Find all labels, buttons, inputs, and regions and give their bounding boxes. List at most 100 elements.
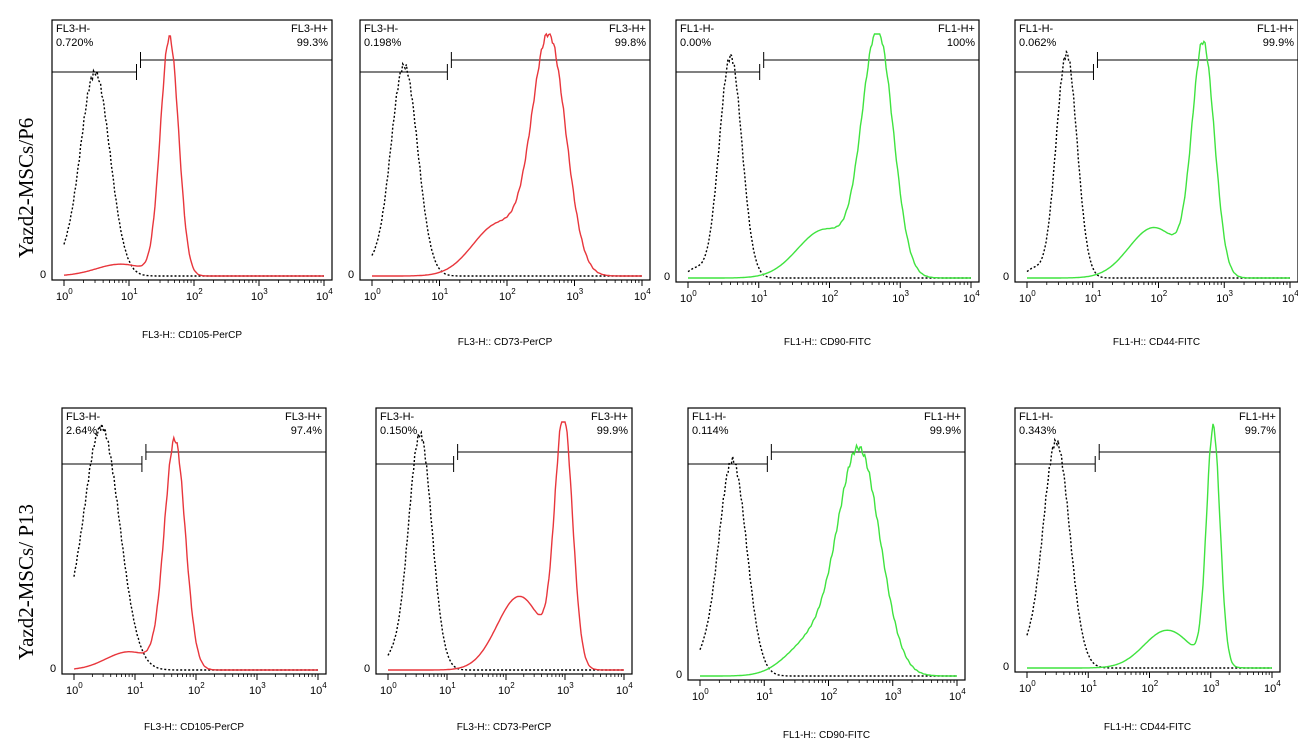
y-tick-label: 0 [1003, 271, 1009, 283]
isotype-control-histogram [387, 429, 624, 671]
positive-gate-value: 99.9% [597, 425, 628, 437]
x-axis-title: FL1-H:: CD44-FITC [1113, 337, 1200, 348]
plot-frame [375, 407, 633, 675]
plot-frame [61, 407, 327, 675]
y-tick-label: 0 [50, 663, 56, 675]
y-tick-label: 0 [364, 663, 370, 675]
histogram-panel: 0 100 101 102 103 104 FL3-H:: CD73-PerCP FL3-H-… [336, 407, 636, 741]
positive-gate-value: 99.7% [1245, 425, 1276, 437]
positive-gate-value: 100% [947, 37, 975, 49]
x-tick-label: 100 [680, 289, 697, 305]
x-tick-label: 102 [822, 289, 839, 305]
y-tick-label: 0 [40, 269, 46, 281]
x-tick-label: 104 [634, 287, 651, 303]
x-tick-label: 100 [66, 681, 83, 697]
negative-gate-label: FL1-H- [680, 23, 715, 35]
positive-gate-value: 99.9% [1263, 37, 1294, 49]
marker-histogram [372, 32, 642, 277]
x-tick-label: 104 [310, 681, 327, 697]
x-tick-label: 102 [1142, 679, 1159, 695]
negative-gate-value: 0.150% [380, 425, 418, 437]
negative-gate-value: 2.64% [66, 425, 97, 437]
negative-gate-label: FL3-H- [66, 411, 101, 423]
plot-frame [687, 407, 966, 681]
y-tick-label: 0 [348, 269, 354, 281]
negative-gate-label: FL3-H- [380, 411, 415, 423]
x-tick-label: 101 [751, 289, 768, 305]
x-tick-label: 103 [885, 687, 902, 703]
negative-gate-label: FL3-H- [364, 23, 399, 35]
x-tick-label: 103 [557, 681, 574, 697]
x-tick-label: 104 [963, 289, 980, 305]
x-axis-title: FL3-H:: CD105-PerCP [144, 722, 244, 733]
isotype-control-histogram [63, 68, 324, 277]
positive-gate-label: FL3-H+ [291, 23, 328, 35]
x-tick-label: 104 [316, 287, 333, 303]
negative-gate-label: FL3-H- [56, 23, 91, 35]
x-tick-label: 101 [121, 287, 138, 303]
positive-gate-label: FL1-H+ [924, 411, 961, 423]
x-tick-label: 103 [1203, 679, 1220, 695]
positive-gate-value: 99.8% [615, 37, 646, 49]
x-tick-label: 104 [949, 687, 966, 703]
x-axis-title: FL3-H:: CD73-PerCP [458, 337, 553, 348]
plot-frame [1014, 19, 1298, 283]
x-axis-title: FL1-H:: CD44-FITC [1104, 722, 1191, 733]
x-tick-label: 102 [1151, 289, 1168, 305]
y-tick-label: 0 [676, 669, 682, 681]
x-tick-label: 101 [432, 287, 449, 303]
positive-gate-value: 97.4% [291, 425, 322, 437]
plot-frame [675, 19, 980, 283]
x-tick-label: 103 [251, 287, 268, 303]
positive-gate-label: FL1-H+ [1239, 411, 1276, 423]
x-tick-label: 100 [692, 687, 709, 703]
x-tick-label: 103 [1216, 289, 1233, 305]
plot-frame [359, 19, 651, 281]
isotype-control-histogram [687, 52, 971, 279]
x-tick-label: 101 [1080, 679, 1097, 695]
x-axis-title: FL1-H:: CD90-FITC [783, 730, 870, 741]
x-tick-label: 102 [821, 687, 838, 703]
negative-gate-value: 0.720% [56, 37, 94, 49]
negative-gate-label: FL1-H- [692, 411, 727, 423]
x-axis-title: FL3-H:: CD73-PerCP [457, 722, 552, 733]
x-tick-label: 102 [186, 287, 203, 303]
isotype-control-histogram [73, 423, 318, 671]
plot-frame [51, 19, 333, 281]
x-tick-label: 101 [439, 681, 456, 697]
y-tick-label: 0 [1003, 661, 1009, 673]
histogram-panel: 0 100 101 102 103 104 FL3-H:: CD105-PerCP FL3-H… [12, 19, 336, 349]
x-tick-label: 104 [1282, 289, 1298, 305]
x-tick-label: 100 [1019, 289, 1036, 305]
y-tick-label: 0 [664, 271, 670, 283]
positive-gate-value: 99.9% [930, 425, 961, 437]
marker-histogram [63, 35, 324, 277]
x-tick-label: 100 [364, 287, 381, 303]
negative-gate-value: 0.00% [680, 37, 711, 49]
x-tick-label: 102 [498, 681, 515, 697]
positive-gate-value: 99.3% [297, 37, 328, 49]
x-tick-label: 103 [567, 287, 584, 303]
x-tick-label: 102 [499, 287, 516, 303]
x-tick-label: 104 [1264, 679, 1281, 695]
negative-gate-value: 0.198% [364, 37, 402, 49]
negative-gate-value: 0.114% [692, 425, 729, 437]
x-tick-label: 101 [1085, 289, 1102, 305]
positive-gate-label: FL3-H+ [285, 411, 322, 423]
isotype-control-histogram [1026, 50, 1290, 279]
positive-gate-label: FL3-H+ [609, 23, 646, 35]
positive-gate-label: FL1-H+ [1257, 23, 1294, 35]
marker-histogram [73, 435, 318, 671]
marker-histogram [1027, 423, 1272, 669]
marker-histogram [700, 443, 957, 677]
histogram-panel: 0 100 101 102 103 104 FL1-H:: CD44-FITC FL1-H- 0… [975, 19, 1298, 356]
x-axis-title: FL1-H:: CD90-FITC [784, 337, 871, 348]
